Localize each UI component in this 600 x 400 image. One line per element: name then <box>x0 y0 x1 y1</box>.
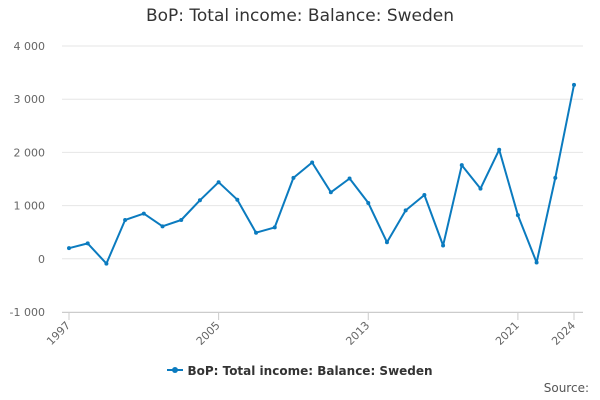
data-point <box>235 197 240 202</box>
y-tick-label: 4 000 <box>14 40 46 53</box>
data-point <box>85 241 90 246</box>
x-tick-label: 2005 <box>194 319 223 348</box>
data-point <box>328 190 333 195</box>
y-tick-label: 2 000 <box>14 146 46 159</box>
series-line <box>68 84 575 265</box>
data-point <box>67 246 71 251</box>
data-point <box>197 198 202 203</box>
data-point <box>441 243 446 248</box>
data-point <box>459 163 464 168</box>
y-axis-labels: -1 000 0 1 000 2 000 3 000 4 000 <box>10 40 45 319</box>
chart-title: BoP: Total income: Balance: Sweden <box>145 6 455 26</box>
data-point <box>160 224 165 229</box>
data-point <box>366 200 371 205</box>
data-point <box>384 240 389 245</box>
data-point <box>497 147 502 152</box>
y-tick-label: 1 000 <box>14 200 46 213</box>
data-point <box>534 260 539 265</box>
series-layer <box>67 82 576 266</box>
legend-label: BoP: Total income: Balance: Sweden <box>187 364 433 378</box>
data-point <box>403 208 408 213</box>
data-point <box>141 211 146 216</box>
data-point <box>254 230 259 235</box>
data-point <box>572 82 576 87</box>
source-label: Source: <box>543 381 589 395</box>
data-point <box>272 225 277 230</box>
data-point <box>422 192 427 197</box>
y-tick-label: 3 000 <box>14 93 46 106</box>
y-tick-label: -1 000 <box>10 306 45 319</box>
x-tick-label: 2024 <box>549 319 578 348</box>
legend-line-marker <box>167 366 184 373</box>
data-point <box>291 175 296 180</box>
x-tick-label: 2013 <box>343 319 372 348</box>
x-tick-label: 1997 <box>44 319 73 348</box>
data-point <box>123 217 128 222</box>
legend[interactable]: BoP: Total income: Balance: Sweden <box>0 364 600 378</box>
y-tick-label: 0 <box>38 253 45 266</box>
data-point <box>104 261 109 266</box>
data-point <box>515 213 520 218</box>
data-point <box>179 217 184 222</box>
x-tick-label: 2021 <box>493 319 522 348</box>
data-point <box>553 175 558 180</box>
data-point <box>347 176 352 181</box>
x-axis: 1997 2005 2013 2021 2024 <box>44 312 583 348</box>
legend-dot-marker <box>172 366 179 373</box>
data-point <box>478 186 483 191</box>
data-point <box>216 180 221 185</box>
data-point <box>310 160 315 165</box>
